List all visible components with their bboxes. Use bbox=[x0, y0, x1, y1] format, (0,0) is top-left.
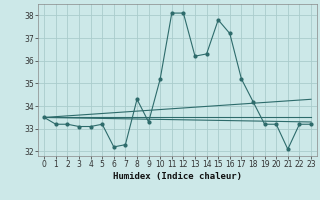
X-axis label: Humidex (Indice chaleur): Humidex (Indice chaleur) bbox=[113, 172, 242, 181]
